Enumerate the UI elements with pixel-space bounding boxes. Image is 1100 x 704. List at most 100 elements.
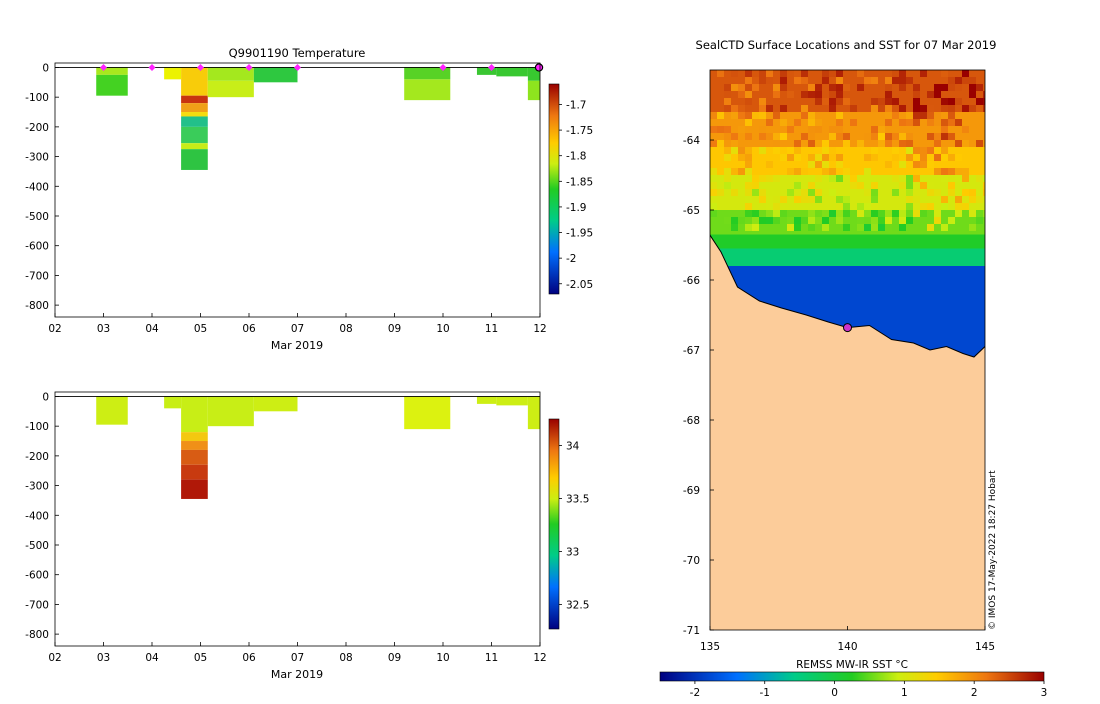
sst-pixel — [962, 105, 969, 112]
sst-pixel — [976, 84, 983, 91]
sst-pixel — [724, 91, 731, 98]
sst-pixel — [871, 147, 878, 154]
sst-pixel — [948, 168, 955, 175]
sst-pixel — [878, 210, 885, 217]
sst-pixel — [773, 196, 780, 203]
sst-pixel — [745, 70, 752, 77]
sst-pixel — [892, 133, 899, 140]
salinity-colorbar-ticks: 34 33.5 33 32.5 — [559, 441, 589, 612]
sst-pixel — [864, 210, 871, 217]
sst-pixel — [941, 70, 948, 77]
sst-pixel — [745, 91, 752, 98]
sst-pixel — [836, 126, 843, 133]
sst-pixel — [885, 217, 892, 224]
sst-pixel — [808, 140, 815, 147]
profile-cell — [181, 116, 208, 127]
surface-marker — [294, 63, 301, 71]
sst-pixel — [780, 196, 787, 203]
sst-pixel — [969, 196, 976, 203]
sst-pixel — [724, 98, 731, 105]
sst-pixel — [745, 119, 752, 126]
sst-pixel — [920, 182, 927, 189]
sst-pixel — [871, 217, 878, 224]
sst-pixel — [794, 77, 801, 84]
y-tick-label: -400 — [25, 181, 49, 193]
y-tick-label: -300 — [25, 481, 49, 493]
sst-pixel — [983, 175, 985, 182]
surface-marker — [148, 63, 156, 71]
sst-pixel — [752, 77, 759, 84]
sst-pixel — [878, 98, 885, 105]
sst-pixel — [738, 84, 745, 91]
sst-pixel — [808, 189, 815, 196]
sst-pixel — [885, 91, 892, 98]
sst-pixel — [822, 217, 829, 224]
sst-pixel — [752, 224, 759, 231]
sst-pixel — [724, 112, 731, 119]
profile-cell — [404, 396, 451, 430]
surface-marker — [439, 63, 447, 71]
sst-pixel — [962, 70, 969, 77]
sst-pixel — [983, 91, 985, 98]
sst-pixel — [864, 133, 871, 140]
map-y-tick-label: -71 — [683, 625, 700, 637]
sst-pixel — [955, 154, 962, 161]
sst-pixel — [759, 98, 766, 105]
sst-pixel — [759, 189, 766, 196]
sst-pixel — [913, 105, 920, 112]
sst-pixel — [801, 105, 808, 112]
sst-pixel — [899, 217, 906, 224]
sst-pixel — [808, 112, 815, 119]
sst-pixel — [738, 112, 745, 119]
sst-pixel — [766, 105, 773, 112]
sst-pixel — [773, 217, 780, 224]
sst-pixel — [780, 77, 787, 84]
profile-cell — [181, 464, 208, 480]
sst-pixel — [710, 126, 717, 133]
sst-pixel — [829, 126, 836, 133]
sst-pixel — [745, 182, 752, 189]
sst-pixel — [913, 119, 920, 126]
x-tick-label: 12 — [533, 323, 546, 335]
sst-pixel — [976, 175, 983, 182]
profile-cell — [181, 441, 208, 450]
x-tick-label: 07 — [291, 652, 304, 664]
sst-colorbar-tick-label: 1 — [901, 687, 908, 699]
x-tick-label: 10 — [436, 652, 449, 664]
sst-pixel — [738, 126, 745, 133]
sst-pixel — [983, 98, 985, 105]
sst-pixel — [794, 196, 801, 203]
sst-pixel — [808, 126, 815, 133]
sst-pixel — [878, 140, 885, 147]
sst-pixel — [899, 224, 906, 231]
sst-pixel — [864, 203, 871, 210]
profile-cell — [96, 74, 128, 96]
sst-pixel — [906, 119, 913, 126]
sst-pixel — [962, 126, 969, 133]
sst-pixel — [955, 84, 962, 91]
profile-cell — [476, 396, 497, 404]
map-y-tick-label: -64 — [683, 135, 700, 147]
sst-pixel — [745, 224, 752, 231]
sst-pixel — [738, 147, 745, 154]
sst-pixel — [829, 147, 836, 154]
map-y-tick-label: -67 — [683, 345, 700, 357]
sst-pixel — [752, 175, 759, 182]
sst-pixel — [829, 98, 836, 105]
sst-pixel — [906, 77, 913, 84]
sst-band — [710, 234, 985, 249]
latest-surface-marker — [534, 63, 544, 72]
sst-pixel — [836, 210, 843, 217]
sst-pixel — [710, 140, 717, 147]
profile-cell — [181, 95, 208, 104]
sst-texture — [710, 70, 985, 231]
map-x-tick-label: 145 — [975, 641, 995, 653]
sst-pixel — [724, 154, 731, 161]
sst-pixel — [829, 154, 836, 161]
sst-pixel — [969, 105, 976, 112]
sst-pixel — [878, 217, 885, 224]
x-tick-label: 11 — [485, 323, 498, 335]
sst-pixel — [885, 161, 892, 168]
sst-pixel — [815, 84, 822, 91]
